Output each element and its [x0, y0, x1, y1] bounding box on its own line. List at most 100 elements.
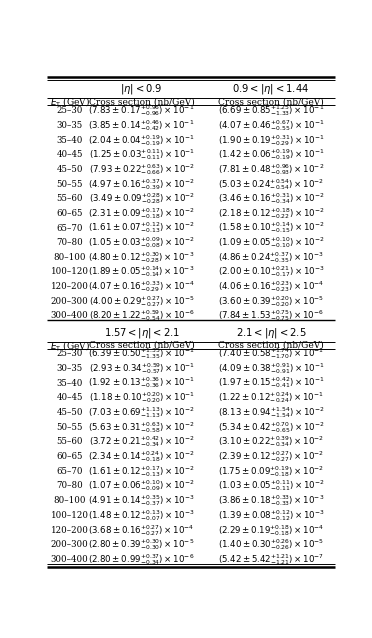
Text: $(4.09 \pm 0.38^{+0.91}_{-0.91}) \times 10^{-1}$: $(4.09 \pm 0.38^{+0.91}_{-0.91}) \times …	[218, 361, 324, 376]
Text: 35–40: 35–40	[57, 378, 83, 387]
Text: 120–200: 120–200	[51, 282, 89, 291]
Text: $(5.34 \pm 0.42^{+0.70}_{-0.65}) \times 10^{-2}$: $(5.34 \pm 0.42^{+0.70}_{-0.65}) \times …	[218, 420, 324, 434]
Text: $(1.18 \pm 0.10^{+0.20}_{-0.20}) \times 10^{-1}$: $(1.18 \pm 0.10^{+0.20}_{-0.20}) \times …	[89, 390, 195, 405]
Text: $(1.90 \pm 0.19^{+0.31}_{-0.29}) \times 10^{-1}$: $(1.90 \pm 0.19^{+0.31}_{-0.29}) \times …	[218, 133, 324, 147]
Text: Cross section (nb/GeV): Cross section (nb/GeV)	[89, 97, 195, 106]
Text: $(2.04 \pm 0.04^{+0.19}_{-0.19}) \times 10^{-1}$: $(2.04 \pm 0.04^{+0.19}_{-0.19}) \times …	[89, 133, 195, 147]
Text: Cross section (nb/GeV): Cross section (nb/GeV)	[89, 341, 195, 350]
Text: $(4.07 \pm 0.46^{+0.67}_{-0.55}) \times 10^{-1}$: $(4.07 \pm 0.46^{+0.67}_{-0.55}) \times …	[218, 118, 324, 133]
Text: 200–300: 200–300	[51, 540, 89, 549]
Text: $E_{\mathrm{T}}$ (GeV): $E_{\mathrm{T}}$ (GeV)	[49, 95, 90, 108]
Text: $(1.92 \pm 0.13^{+0.36}_{-0.36}) \times 10^{-1}$: $(1.92 \pm 0.13^{+0.36}_{-0.36}) \times …	[89, 376, 195, 390]
Text: $(2.18 \pm 0.12^{+0.18}_{-0.22}) \times 10^{-2}$: $(2.18 \pm 0.12^{+0.18}_{-0.22}) \times …	[218, 206, 324, 221]
Text: $(1.61 \pm 0.07^{+0.12}_{-0.13}) \times 10^{-2}$: $(1.61 \pm 0.07^{+0.12}_{-0.13}) \times …	[89, 221, 195, 235]
Text: 30–35: 30–35	[57, 364, 83, 373]
Text: $2.1 < |\eta| < 2.5$: $2.1 < |\eta| < 2.5$	[235, 325, 306, 339]
Text: $(2.29 \pm 0.19^{+0.18}_{-0.18}) \times 10^{-4}$: $(2.29 \pm 0.19^{+0.18}_{-0.18}) \times …	[218, 523, 324, 537]
Text: $|\eta| < 0.9$: $|\eta| < 0.9$	[121, 82, 163, 96]
Text: $(2.80 \pm 0.39^{+0.30}_{-0.30}) \times 10^{-5}$: $(2.80 \pm 0.39^{+0.30}_{-0.30}) \times …	[89, 537, 195, 553]
Text: $(4.06 \pm 0.16^{+0.23}_{-0.23}) \times 10^{-4}$: $(4.06 \pm 0.16^{+0.23}_{-0.23}) \times …	[218, 279, 324, 294]
Text: 300–400: 300–400	[51, 555, 89, 564]
Text: 40–45: 40–45	[56, 393, 83, 402]
Text: $(6.39 \pm 0.50^{+1.35}_{-1.35}) \times 10^{-1}$: $(6.39 \pm 0.50^{+1.35}_{-1.35}) \times …	[89, 346, 195, 361]
Text: $(7.81 \pm 0.48^{+0.96}_{-0.93}) \times 10^{-2}$: $(7.81 \pm 0.48^{+0.96}_{-0.93}) \times …	[218, 162, 324, 177]
Text: $(3.85 \pm 0.14^{+0.46}_{-0.42}) \times 10^{-1}$: $(3.85 \pm 0.14^{+0.46}_{-0.42}) \times …	[89, 118, 195, 133]
Text: 100–120: 100–120	[51, 511, 89, 520]
Text: $(1.97 \pm 0.15^{+0.42}_{-0.41}) \times 10^{-1}$: $(1.97 \pm 0.15^{+0.42}_{-0.41}) \times …	[218, 376, 324, 390]
Text: $(1.25 \pm 0.03^{+0.11}_{-0.11}) \times 10^{-1}$: $(1.25 \pm 0.03^{+0.11}_{-0.11}) \times …	[89, 147, 195, 162]
Text: 55–60: 55–60	[56, 437, 83, 447]
Text: $(6.69 \pm 0.85^{+1.25}_{-1.33}) \times 10^{-1}$: $(6.69 \pm 0.85^{+1.25}_{-1.33}) \times …	[218, 103, 324, 119]
Text: $(4.97 \pm 0.16^{+0.37}_{-0.39}) \times 10^{-2}$: $(4.97 \pm 0.16^{+0.37}_{-0.39}) \times …	[89, 177, 195, 191]
Text: $(2.93 \pm 0.34^{+0.59}_{-0.57}) \times 10^{-1}$: $(2.93 \pm 0.34^{+0.59}_{-0.57}) \times …	[89, 361, 195, 376]
Text: Cross section (nb/GeV): Cross section (nb/GeV)	[218, 341, 324, 350]
Text: 80–100: 80–100	[53, 496, 86, 505]
Text: $(3.46 \pm 0.16^{+0.31}_{-0.34}) \times 10^{-2}$: $(3.46 \pm 0.16^{+0.31}_{-0.34}) \times …	[218, 191, 324, 206]
Text: $(3.49 \pm 0.09^{+0.28}_{-0.28}) \times 10^{-2}$: $(3.49 \pm 0.09^{+0.28}_{-0.28}) \times …	[89, 191, 195, 206]
Text: 50–55: 50–55	[56, 180, 83, 189]
Text: $(4.86 \pm 0.24^{+0.37}_{-0.35}) \times 10^{-3}$: $(4.86 \pm 0.24^{+0.37}_{-0.35}) \times …	[218, 250, 324, 265]
Text: $(1.39 \pm 0.08^{+0.12}_{-0.12}) \times 10^{-3}$: $(1.39 \pm 0.08^{+0.12}_{-0.12}) \times …	[218, 508, 324, 523]
Text: $(7.84 \pm 1.53^{+0.75}_{-0.75}) \times 10^{-6}$: $(7.84 \pm 1.53^{+0.75}_{-0.75}) \times …	[218, 308, 324, 323]
Text: $(2.31 \pm 0.09^{+0.17}_{-0.18}) \times 10^{-2}$: $(2.31 \pm 0.09^{+0.17}_{-0.18}) \times …	[89, 206, 195, 221]
Text: $0.9 < |\eta| < 1.44$: $0.9 < |\eta| < 1.44$	[232, 82, 310, 96]
Text: $(5.42 \pm 5.42^{+1.21}_{-1.21}) \times 10^{-7}$: $(5.42 \pm 5.42^{+1.21}_{-1.21}) \times …	[218, 552, 324, 567]
Text: $(4.80 \pm 0.12^{+0.30}_{-0.28}) \times 10^{-3}$: $(4.80 \pm 0.12^{+0.30}_{-0.28}) \times …	[89, 250, 195, 265]
Text: $(1.22 \pm 0.12^{+0.24}_{-0.24}) \times 10^{-1}$: $(1.22 \pm 0.12^{+0.24}_{-0.24}) \times …	[218, 390, 324, 405]
Text: $1.57 < |\eta| < 2.1$: $1.57 < |\eta| < 2.1$	[103, 325, 180, 339]
Text: $(1.42 \pm 0.06^{+0.19}_{-0.19}) \times 10^{-1}$: $(1.42 \pm 0.06^{+0.19}_{-0.19}) \times …	[218, 147, 324, 162]
Text: $(5.63 \pm 0.31^{+0.63}_{-0.58}) \times 10^{-2}$: $(5.63 \pm 0.31^{+0.63}_{-0.58}) \times …	[89, 420, 195, 434]
Text: 45–50: 45–50	[56, 408, 83, 417]
Text: 30–35: 30–35	[57, 121, 83, 130]
Text: 35–40: 35–40	[57, 136, 83, 145]
Text: $(2.34 \pm 0.14^{+0.24}_{-0.18}) \times 10^{-2}$: $(2.34 \pm 0.14^{+0.24}_{-0.18}) \times …	[89, 449, 195, 464]
Text: $(8.13 \pm 0.94^{+1.54}_{-1.54}) \times 10^{-2}$: $(8.13 \pm 0.94^{+1.54}_{-1.54}) \times …	[218, 405, 324, 420]
Text: 80–100: 80–100	[53, 253, 86, 262]
Text: $(1.89 \pm 0.05^{+0.14}_{-0.14}) \times 10^{-3}$: $(1.89 \pm 0.05^{+0.14}_{-0.14}) \times …	[89, 265, 195, 279]
Text: 55–60: 55–60	[56, 194, 83, 204]
Text: 200–300: 200–300	[51, 297, 89, 306]
Text: $(7.40 \pm 0.58^{+1.74}_{-1.70}) \times 10^{-1}$: $(7.40 \pm 0.58^{+1.74}_{-1.70}) \times …	[218, 346, 324, 361]
Text: $E_{\mathrm{T}}$ (GeV): $E_{\mathrm{T}}$ (GeV)	[49, 339, 90, 352]
Text: 45–50: 45–50	[56, 165, 83, 174]
Text: 65–70: 65–70	[56, 467, 83, 476]
Text: $(1.40 \pm 0.30^{+0.26}_{-0.26}) \times 10^{-5}$: $(1.40 \pm 0.30^{+0.26}_{-0.26}) \times …	[218, 537, 324, 553]
Text: $(3.68 \pm 0.16^{+0.27}_{-0.27}) \times 10^{-4}$: $(3.68 \pm 0.16^{+0.27}_{-0.27}) \times …	[89, 523, 195, 537]
Text: 120–200: 120–200	[51, 526, 89, 535]
Text: $(1.09 \pm 0.05^{+0.10}_{-0.10}) \times 10^{-2}$: $(1.09 \pm 0.05^{+0.10}_{-0.10}) \times …	[218, 235, 324, 250]
Text: 65–70: 65–70	[56, 223, 83, 232]
Text: $(3.60 \pm 0.39^{+0.20}_{-0.20}) \times 10^{-5}$: $(3.60 \pm 0.39^{+0.20}_{-0.20}) \times …	[218, 293, 324, 309]
Text: 60–65: 60–65	[56, 209, 83, 218]
Text: $(4.07 \pm 0.16^{+0.33}_{-0.29}) \times 10^{-4}$: $(4.07 \pm 0.16^{+0.33}_{-0.29}) \times …	[88, 279, 195, 294]
Text: $(3.86 \pm 0.18^{+0.33}_{-0.33}) \times 10^{-3}$: $(3.86 \pm 0.18^{+0.33}_{-0.33}) \times …	[218, 493, 324, 508]
Text: $(3.10 \pm 0.22^{+0.39}_{-0.34}) \times 10^{-2}$: $(3.10 \pm 0.22^{+0.39}_{-0.34}) \times …	[218, 434, 324, 449]
Text: 100–120: 100–120	[51, 267, 89, 276]
Text: 60–65: 60–65	[56, 452, 83, 461]
Text: $(2.80 \pm 0.99^{+0.37}_{-0.34}) \times 10^{-6}$: $(2.80 \pm 0.99^{+0.37}_{-0.34}) \times …	[89, 552, 195, 567]
Text: $(1.48 \pm 0.12^{+0.13}_{-0.07}) \times 10^{-3}$: $(1.48 \pm 0.12^{+0.13}_{-0.07}) \times …	[88, 508, 195, 523]
Text: $(1.75 \pm 0.09^{+0.19}_{-0.18}) \times 10^{-2}$: $(1.75 \pm 0.09^{+0.19}_{-0.18}) \times …	[218, 464, 324, 478]
Text: 70–80: 70–80	[56, 238, 83, 247]
Text: $(8.20 \pm 1.22^{+0.59}_{-0.54}) \times 10^{-6}$: $(8.20 \pm 1.22^{+0.59}_{-0.54}) \times …	[89, 308, 195, 323]
Text: $(7.93 \pm 0.22^{+0.63}_{-0.66}) \times 10^{-2}$: $(7.93 \pm 0.22^{+0.63}_{-0.66}) \times …	[89, 162, 195, 177]
Text: $(5.03 \pm 0.24^{+0.54}_{-0.54}) \times 10^{-2}$: $(5.03 \pm 0.24^{+0.54}_{-0.54}) \times …	[218, 177, 324, 191]
Text: 70–80: 70–80	[56, 482, 83, 491]
Text: $(7.03 \pm 0.69^{+1.13}_{-1.13}) \times 10^{-2}$: $(7.03 \pm 0.69^{+1.13}_{-1.13}) \times …	[89, 405, 195, 420]
Text: $(2.00 \pm 0.10^{+0.21}_{-0.17}) \times 10^{-3}$: $(2.00 \pm 0.10^{+0.21}_{-0.17}) \times …	[218, 265, 324, 279]
Text: $(3.72 \pm 0.21^{+0.42}_{-0.34}) \times 10^{-2}$: $(3.72 \pm 0.21^{+0.42}_{-0.34}) \times …	[89, 434, 194, 449]
Text: $(1.58 \pm 0.10^{+0.14}_{-0.15}) \times 10^{-2}$: $(1.58 \pm 0.10^{+0.14}_{-0.15}) \times …	[218, 221, 324, 235]
Text: $(1.03 \pm 0.05^{+0.11}_{-0.11}) \times 10^{-2}$: $(1.03 \pm 0.05^{+0.11}_{-0.11}) \times …	[218, 478, 324, 493]
Text: 40–45: 40–45	[56, 151, 83, 160]
Text: $(7.83 \pm 0.17^{+0.96}_{-0.96}) \times 10^{-1}$: $(7.83 \pm 0.17^{+0.96}_{-0.96}) \times …	[89, 103, 195, 119]
Text: $(4.91 \pm 0.14^{+0.35}_{-0.37}) \times 10^{-3}$: $(4.91 \pm 0.14^{+0.35}_{-0.37}) \times …	[88, 493, 195, 508]
Text: $(1.61 \pm 0.12^{+0.17}_{-0.13}) \times 10^{-2}$: $(1.61 \pm 0.12^{+0.17}_{-0.13}) \times …	[89, 464, 195, 478]
Text: $(2.39 \pm 0.12^{+0.27}_{-0.27}) \times 10^{-2}$: $(2.39 \pm 0.12^{+0.27}_{-0.27}) \times …	[218, 449, 324, 464]
Text: 25–30: 25–30	[57, 349, 83, 358]
Text: $(1.05 \pm 0.03^{+0.09}_{-0.08}) \times 10^{-2}$: $(1.05 \pm 0.03^{+0.09}_{-0.08}) \times …	[89, 235, 195, 250]
Text: $(4.00 \pm 0.29^{+0.27}_{-0.27}) \times 10^{-5}$: $(4.00 \pm 0.29^{+0.27}_{-0.27}) \times …	[89, 293, 195, 309]
Text: $(1.07 \pm 0.06^{+0.10}_{-0.09}) \times 10^{-2}$: $(1.07 \pm 0.06^{+0.10}_{-0.09}) \times …	[89, 478, 195, 493]
Text: 300–400: 300–400	[51, 311, 89, 320]
Text: 50–55: 50–55	[56, 422, 83, 432]
Text: Cross section (nb/GeV): Cross section (nb/GeV)	[218, 97, 324, 106]
Text: 25–30: 25–30	[57, 107, 83, 115]
